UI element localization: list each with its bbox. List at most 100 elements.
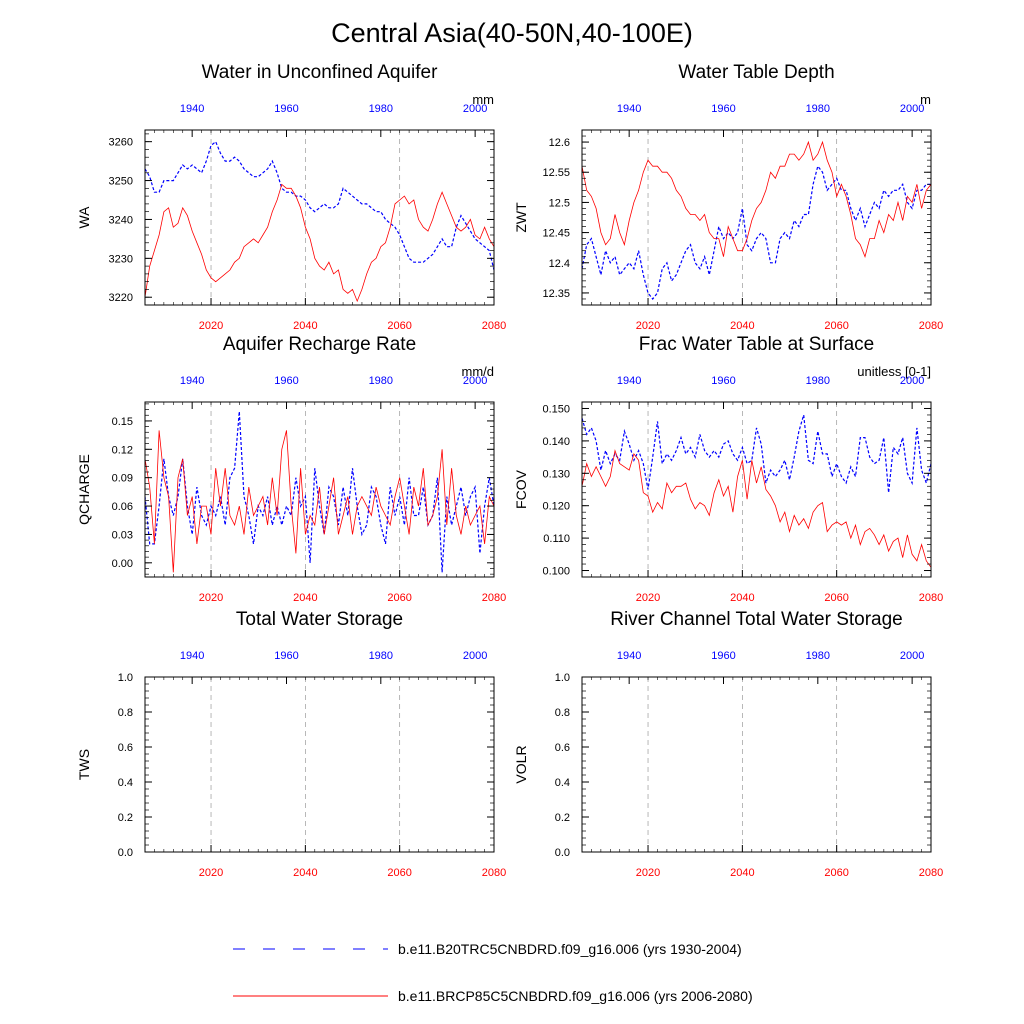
x-tick-label-top: 1940 — [180, 103, 204, 115]
y-tick-label: 3240 — [109, 214, 133, 226]
units-label: m — [920, 92, 931, 107]
units-label: mm — [472, 92, 494, 107]
y-tick-label: 0.100 — [542, 566, 570, 578]
y-tick-label: 0.2 — [118, 812, 133, 824]
x-tick-label-bottom: 2060 — [824, 592, 848, 604]
x-tick-label-top: 1940 — [617, 103, 641, 115]
x-tick-label-top: 1960 — [711, 103, 735, 115]
y-tick-label: 0.8 — [555, 707, 570, 719]
x-tick-label-top: 1940 — [617, 375, 641, 387]
panel-title: Total Water Storage — [236, 609, 403, 630]
plot-frame — [144, 676, 495, 853]
x-tick-label-top: 1960 — [711, 650, 735, 662]
x-tick-label-top: 1940 — [617, 650, 641, 662]
x-tick-label-bottom: 2020 — [636, 867, 660, 879]
legend: b.e11.B20TRC5CNBDRD.f09_g16.006 (yrs 193… — [233, 941, 753, 1004]
plot-frame — [144, 401, 495, 578]
x-tick-label-bottom: 2040 — [730, 592, 754, 604]
y-tick-label: 0.0 — [118, 847, 133, 859]
y-tick-label: 12.55 — [542, 167, 570, 179]
series-line-historical — [582, 414, 931, 493]
y-tick-label: 12.5 — [549, 197, 570, 209]
x-tick-label-bottom: 2080 — [482, 867, 506, 879]
x-tick-label-bottom: 2020 — [636, 320, 660, 332]
x-tick-label-bottom: 2020 — [636, 592, 660, 604]
y-tick-label: 0.140 — [542, 436, 570, 448]
y-tick-label: 0.09 — [112, 473, 133, 485]
x-tick-label-top: 2000 — [900, 650, 924, 662]
y-axis-label: ZWT — [513, 202, 529, 233]
panel-1: Water in Unconfined Aquifer mm 3220 3230 324… — [76, 62, 506, 332]
x-tick-label-bottom: 2040 — [293, 592, 317, 604]
y-tick-label: 12.35 — [542, 288, 570, 300]
x-tick-label-top: 1980 — [806, 103, 830, 115]
y-tick-label: 3220 — [109, 292, 133, 304]
x-tick-label-bottom: 2080 — [919, 867, 943, 879]
y-tick-label: 0.6 — [555, 742, 570, 754]
y-tick-label: 0.120 — [542, 501, 570, 513]
y-tick-label: 0.12 — [112, 444, 133, 456]
units-label: mm/d — [462, 364, 495, 379]
y-axis-label: FCOV — [513, 469, 529, 509]
plot-frame — [144, 129, 495, 306]
units-label: unitless [0-1] — [857, 364, 931, 379]
x-tick-label-top: 1940 — [180, 375, 204, 387]
x-tick-label-top: 1980 — [369, 103, 393, 115]
plot-frame — [581, 401, 932, 578]
y-tick-label: 0.06 — [112, 501, 133, 513]
legend-label-future: b.e11.BRCP85C5CNBDRD.f09_g16.006 (yrs 20… — [398, 988, 753, 1004]
plot-frame — [581, 129, 932, 306]
y-tick-label: 0.15 — [112, 416, 133, 428]
y-tick-label: 0.00 — [112, 558, 133, 570]
y-tick-label: 0.4 — [555, 777, 570, 789]
y-tick-label: 3230 — [109, 253, 133, 265]
y-tick-label: 0.150 — [542, 403, 570, 415]
x-tick-label-top: 1980 — [369, 375, 393, 387]
panel-title: River Channel Total Water Storage — [610, 609, 903, 630]
series-line-historical — [145, 140, 494, 271]
x-tick-label-bottom: 2060 — [387, 592, 411, 604]
x-tick-label-bottom: 2060 — [824, 867, 848, 879]
y-tick-label: 3260 — [109, 137, 133, 149]
y-tick-label: 0.4 — [118, 777, 133, 789]
x-tick-label-top: 1960 — [711, 375, 735, 387]
x-tick-label-bottom: 2060 — [387, 320, 411, 332]
x-tick-label-bottom: 2060 — [824, 320, 848, 332]
legend-label-hist: b.e11.B20TRC5CNBDRD.f09_g16.006 (yrs 193… — [398, 941, 742, 957]
x-tick-label-top: 2000 — [463, 375, 487, 387]
panel-title: Frac Water Table at Surface — [639, 334, 875, 355]
x-tick-label-top: 1960 — [274, 650, 298, 662]
x-tick-label-bottom: 2080 — [482, 592, 506, 604]
x-tick-label-top: 1960 — [274, 103, 298, 115]
series-line-future — [582, 140, 931, 258]
x-tick-label-top: 1980 — [369, 650, 393, 662]
x-tick-label-top: 1960 — [274, 375, 298, 387]
y-tick-label: 3250 — [109, 176, 133, 188]
x-tick-label-top: 1980 — [806, 650, 830, 662]
y-tick-label: 12.6 — [549, 137, 570, 149]
panel-4: Frac Water Table at Surface unitless [0-1… — [513, 334, 943, 604]
plot-frame — [581, 676, 932, 853]
y-tick-label: 0.130 — [542, 468, 570, 480]
y-tick-label: 12.4 — [549, 258, 570, 270]
y-tick-label: 0.0 — [555, 847, 570, 859]
series-line-historical — [582, 164, 931, 300]
x-tick-label-top: 2000 — [900, 375, 924, 387]
y-axis-label: VOLR — [513, 745, 529, 783]
x-tick-label-bottom: 2040 — [730, 320, 754, 332]
x-tick-label-top: 2000 — [463, 103, 487, 115]
y-tick-label: 0.2 — [555, 812, 570, 824]
panel-title: Water Table Depth — [678, 62, 834, 83]
x-tick-label-top: 2000 — [900, 103, 924, 115]
y-tick-label: 0.8 — [118, 707, 133, 719]
panel-title: Aquifer Recharge Rate — [223, 334, 416, 355]
x-tick-label-bottom: 2080 — [919, 320, 943, 332]
x-tick-label-top: 1980 — [806, 375, 830, 387]
x-tick-label-bottom: 2040 — [293, 867, 317, 879]
panels: Water in Unconfined Aquifer mm 3220 3230 324… — [76, 62, 943, 879]
y-tick-label: 1.0 — [555, 672, 570, 684]
y-tick-label: 0.6 — [118, 742, 133, 754]
y-tick-label: 0.03 — [112, 529, 133, 541]
x-tick-label-bottom: 2080 — [482, 320, 506, 332]
